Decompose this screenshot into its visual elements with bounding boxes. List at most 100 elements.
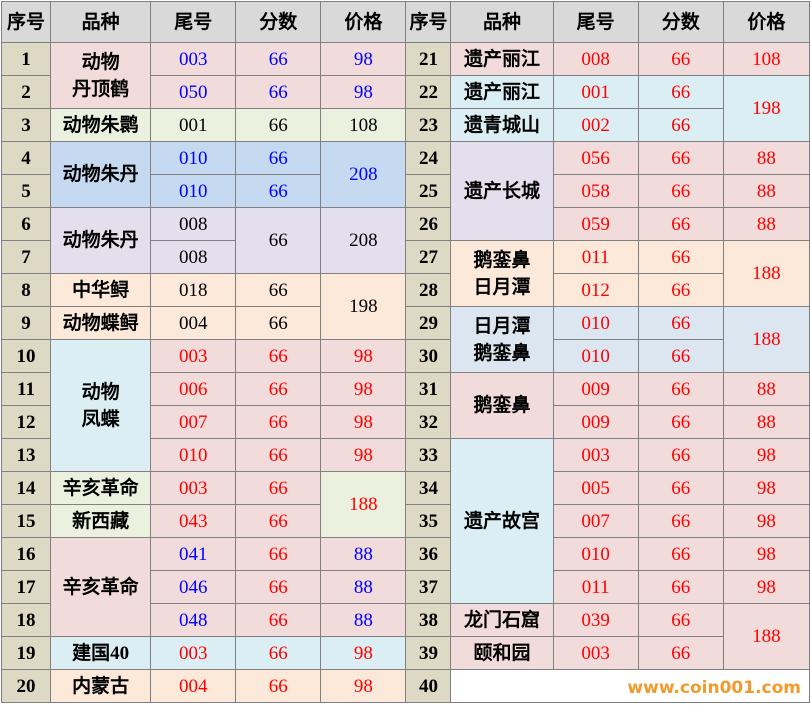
variety-cell: 遗产丽江: [450, 42, 554, 76]
variety-cell: 新西藏: [50, 504, 152, 538]
value-cell: 98: [320, 636, 407, 670]
serial-cell: 17: [0, 570, 52, 604]
serial-cell: 12: [0, 405, 52, 439]
value-cell: 98: [722, 504, 811, 538]
serial-cell: 7: [0, 240, 52, 274]
table-row: 19 建国40 003 66 98 39 颐和园 003 66: [0, 636, 810, 670]
variety-cell: 遗产丽江: [450, 75, 554, 109]
value-cell: 98: [722, 471, 811, 505]
value-cell: 208: [320, 207, 407, 274]
value-cell: 66: [235, 537, 322, 571]
value-cell: 005: [552, 471, 639, 505]
serial-cell: 33: [405, 438, 452, 472]
value-cell: 88: [320, 570, 407, 604]
value-cell: 66: [637, 438, 724, 472]
value-cell: 88: [722, 174, 811, 208]
value-cell: 039: [552, 603, 639, 637]
value-cell: 66: [235, 636, 322, 670]
value-cell: 007: [552, 504, 639, 538]
value-cell: 041: [150, 537, 237, 571]
value-cell: 98: [722, 438, 811, 472]
variety-cell: 辛亥革命: [50, 471, 152, 505]
value-cell: 003: [552, 636, 639, 670]
serial-cell: 29: [405, 306, 452, 340]
value-cell: 98: [320, 372, 407, 406]
serial-cell: 38: [405, 603, 452, 637]
watermark: www.coin001.com: [450, 669, 810, 703]
value-cell: 88: [320, 537, 407, 571]
value-cell: 66: [637, 339, 724, 373]
value-cell: 108: [722, 42, 811, 76]
serial-cell: 16: [0, 537, 52, 571]
value-cell: 003: [150, 471, 237, 505]
value-cell: 66: [637, 372, 724, 406]
header-cell: 分数: [235, 1, 322, 43]
table-row: 6 动物朱丹 008 66 208 26 059 66 88: [0, 207, 811, 274]
variety-cell: 动物蝶鲟: [50, 306, 152, 340]
value-cell: 198: [320, 273, 407, 340]
table-row: 10 动物 凤蝶 003 66 98 30 010 66: [0, 339, 810, 472]
variety-cell: 动物 凤蝶: [50, 339, 152, 472]
value-cell: 88: [722, 141, 811, 175]
value-cell: 98: [320, 405, 407, 439]
value-cell: 009: [552, 372, 639, 406]
value-cell: 008: [552, 42, 639, 76]
header-cell: 尾号: [552, 1, 639, 43]
value-cell: 88: [722, 372, 811, 406]
value-cell: 66: [235, 669, 322, 703]
variety-cell: 动物朱丹: [50, 207, 152, 274]
serial-cell: 11: [0, 372, 52, 406]
value-cell: 003: [150, 339, 237, 373]
value-cell: 66: [637, 42, 724, 76]
value-cell: 98: [722, 537, 811, 571]
value-cell: 108: [320, 108, 407, 142]
value-cell: 66: [637, 603, 724, 637]
value-cell: 002: [552, 108, 639, 142]
value-cell: 98: [320, 75, 407, 109]
value-cell: 66: [235, 471, 322, 505]
serial-cell: 20: [0, 669, 52, 703]
serial-cell: 18: [0, 603, 52, 637]
variety-cell: 动物朱丹: [50, 141, 152, 208]
value-cell: 66: [637, 207, 724, 241]
value-cell: 66: [637, 75, 724, 109]
value-cell: 88: [722, 405, 811, 439]
variety-cell: 颐和园: [450, 636, 554, 670]
table-row: 20 内蒙古 004 66 98 40 www.coin001.com: [0, 669, 810, 703]
serial-cell: 39: [405, 636, 452, 670]
variety-cell: 日月潭 鹅銮鼻: [450, 306, 554, 373]
value-cell: 66: [235, 570, 322, 604]
serial-cell: 28: [405, 273, 452, 307]
variety-cell: 辛亥革命: [50, 537, 152, 637]
value-cell: 188: [320, 471, 407, 538]
value-cell: 003: [150, 42, 237, 76]
value-cell: 003: [150, 636, 237, 670]
variety-cell: 动物朱鹮: [50, 108, 152, 142]
serial-cell: 19: [0, 636, 52, 670]
value-cell: 66: [637, 240, 724, 274]
table-row: 1 动物 丹顶鹤 003 66 98 21 遗产丽江 008 66 108: [0, 42, 811, 109]
header-cell: 序号: [0, 1, 52, 43]
value-cell: 66: [637, 108, 724, 142]
variety-cell: 建国40: [50, 636, 152, 670]
table-row: 7 008 27 鹅銮鼻 日月潭 011 66 188: [0, 240, 811, 307]
value-cell: 007: [150, 405, 237, 439]
value-cell: 98: [722, 570, 811, 604]
value-cell: 018: [150, 273, 237, 307]
value-cell: 010: [150, 141, 237, 175]
serial-cell: 14: [0, 471, 52, 505]
value-cell: 208: [320, 141, 407, 208]
value-cell: 66: [235, 306, 322, 340]
value-cell: 88: [320, 603, 407, 637]
table-row: 15 新西藏 043 66 35 007 66 98: [0, 504, 811, 538]
value-cell: 66: [637, 471, 724, 505]
header-row: 序号 品种 尾号 分数 价格 序号 品种 尾号 分数 价格: [0, 1, 811, 43]
value-cell: 98: [320, 42, 407, 76]
value-cell: 011: [552, 240, 639, 274]
value-cell: 048: [150, 603, 237, 637]
serial-cell: 10: [0, 339, 52, 373]
value-cell: 66: [637, 636, 724, 670]
value-cell: 66: [235, 174, 322, 208]
value-cell: 66: [637, 504, 724, 538]
serial-cell: 30: [405, 339, 452, 373]
